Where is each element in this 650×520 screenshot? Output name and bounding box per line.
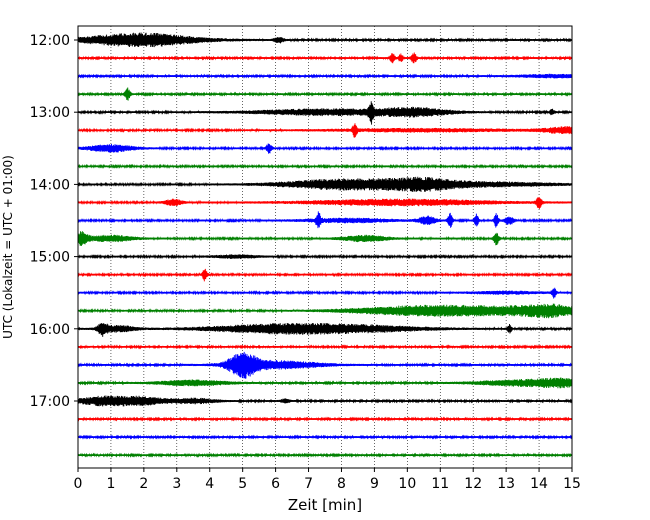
- x-tick-label: 4: [205, 476, 214, 492]
- trace-1600: [77, 322, 573, 337]
- y-tick-label: 12:00: [30, 33, 70, 49]
- x-tick-label: 2: [139, 476, 148, 492]
- y-tick-label: 14:00: [30, 177, 70, 193]
- x-tick-label: 0: [74, 476, 83, 492]
- plot-frame: [77, 25, 573, 469]
- x-axis-ticks: 0 1 2 3 4 5 6 7 8 9 10 11 12 13 14 15: [74, 468, 581, 492]
- y-tick-label: 15:00: [30, 250, 70, 266]
- x-tick-label: 1: [106, 476, 115, 492]
- y-tick-label: 16:00: [30, 322, 70, 338]
- y-tick-label: 13:00: [30, 105, 70, 121]
- y-tick-label: 17:00: [30, 394, 70, 410]
- x-tick-label: 14: [530, 476, 548, 492]
- y-axis-ticks: 12:00 13:00 14:00 15:00 16:00 17:00: [30, 33, 78, 410]
- x-tick-label: 15: [563, 476, 581, 492]
- x-tick-label: 13: [497, 476, 515, 492]
- seismogram-traces: [77, 32, 573, 458]
- x-tick-label: 5: [238, 476, 247, 492]
- x-tick-label: 12: [464, 476, 482, 492]
- x-axis-label: Zeit [min]: [288, 496, 362, 514]
- x-tick-label: 10: [398, 476, 416, 492]
- x-tick-label: 7: [304, 476, 313, 492]
- x-tick-label: 3: [172, 476, 181, 492]
- x-tick-label: 11: [431, 476, 449, 492]
- x-tick-label: 9: [370, 476, 379, 492]
- y-axis-label: UTC (Lokalzeit = UTC + 01:00): [1, 155, 15, 339]
- x-tick-label: 8: [337, 476, 346, 492]
- x-tick-label: 6: [271, 476, 280, 492]
